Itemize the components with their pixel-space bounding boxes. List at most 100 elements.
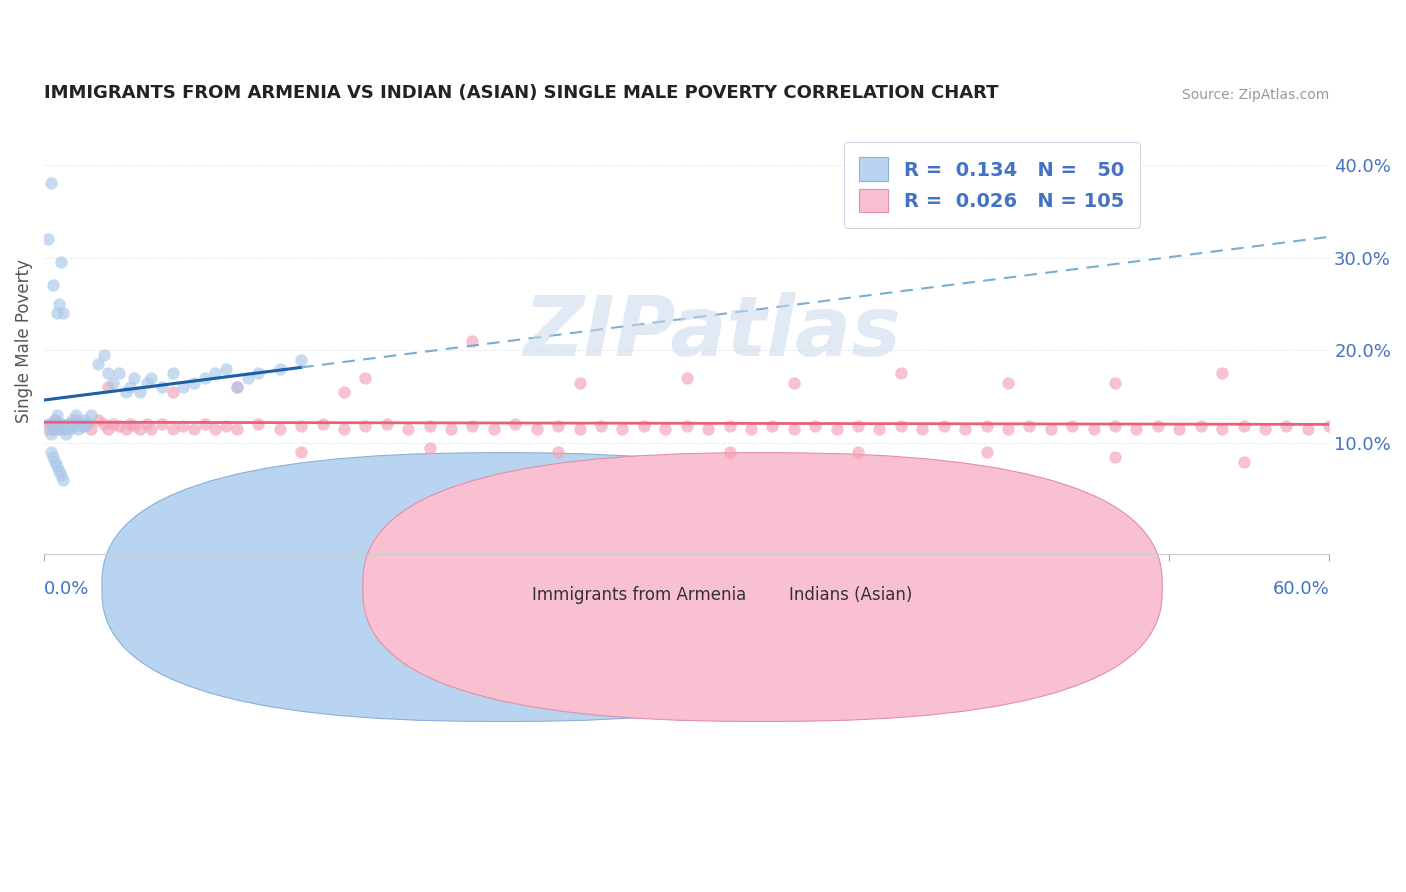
Point [46,408,69,422]
Point [976,445,998,459]
Point [72,419,94,434]
Y-axis label: Single Male Poverty: Single Male Poverty [15,259,32,423]
Point [354,419,377,434]
Point [761,419,783,434]
Point [65,408,87,422]
Text: Source: ZipAtlas.com: Source: ZipAtlas.com [1182,88,1329,103]
Text: ZIPatlas: ZIPatlas [523,292,901,373]
Point [890,367,912,381]
Point [101,376,124,390]
Point [225,380,247,394]
Point [869,422,891,436]
Point [150,380,173,394]
Point [547,419,569,434]
Point [59,422,82,436]
Point [1147,419,1170,434]
Point [526,422,548,436]
Point [740,422,762,436]
Point [48,422,70,436]
Point [1018,419,1040,434]
Point [333,384,356,399]
Point [1104,419,1126,434]
Text: Immigrants from Armenia: Immigrants from Armenia [533,586,747,604]
Point [194,371,217,385]
Point [311,417,333,432]
Point [118,417,141,432]
Point [482,422,505,436]
Point [162,422,184,436]
Point [141,371,163,385]
Point [59,417,82,432]
Point [783,422,806,436]
Text: Indians (Asian): Indians (Asian) [790,586,912,604]
Point [108,367,131,381]
Text: 60.0%: 60.0% [1272,580,1329,598]
Point [890,419,912,434]
Point [41,422,63,436]
Point [675,419,697,434]
Point [247,417,270,432]
Point [505,417,527,432]
Point [101,417,124,432]
Point [1275,419,1298,434]
Point [39,445,62,459]
Point [1168,422,1191,436]
Point [37,422,59,436]
Point [76,417,98,432]
Point [953,422,976,436]
Point [162,367,184,381]
Point [162,384,184,399]
Point [48,422,70,436]
Point [55,422,77,436]
Point [932,419,955,434]
FancyBboxPatch shape [363,453,1163,722]
Point [718,419,741,434]
Point [247,367,270,381]
Point [97,380,120,394]
Point [568,376,591,390]
Point [333,422,356,436]
Point [290,445,312,459]
Point [48,297,70,311]
Point [39,426,62,441]
Point [118,380,141,394]
Point [76,417,98,432]
Point [80,408,103,422]
Point [675,371,697,385]
Point [1211,367,1233,381]
Point [654,422,676,436]
Point [236,371,259,385]
Point [419,419,441,434]
Point [44,454,66,468]
Point [290,352,312,367]
Point [114,384,136,399]
Point [37,417,59,432]
Point [86,357,108,371]
Point [697,422,720,436]
Point [48,464,70,478]
Point [1104,450,1126,464]
Point [1083,422,1105,436]
Point [396,422,419,436]
Point [1232,454,1254,468]
Point [783,376,806,390]
Point [67,422,90,436]
Point [93,417,115,432]
Point [141,422,163,436]
Point [547,445,569,459]
Point [1104,376,1126,390]
Point [97,367,120,381]
Point [194,417,217,432]
Point [122,371,145,385]
Point [1039,422,1062,436]
FancyBboxPatch shape [103,453,901,722]
Point [225,380,247,394]
Point [56,417,79,432]
Point [1296,422,1319,436]
Point [80,422,103,436]
Point [114,422,136,436]
Point [997,376,1019,390]
Point [612,422,634,436]
Point [911,422,934,436]
Point [354,371,377,385]
